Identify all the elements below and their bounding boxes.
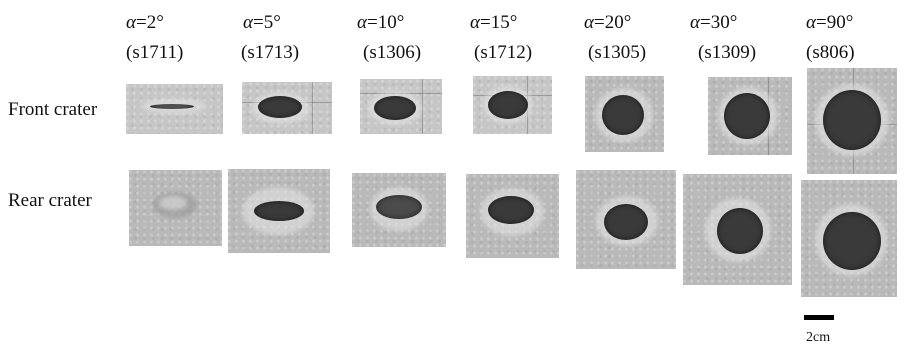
alpha-symbol: α — [243, 12, 253, 33]
equals-sign: = — [699, 12, 711, 33]
sample-code-s1306: (s1306) — [363, 42, 422, 63]
rear-crater-photo-s1309 — [683, 174, 792, 285]
crater-hole — [823, 90, 881, 150]
crater-groove — [150, 104, 194, 109]
front-crater-photo-s1306 — [360, 79, 442, 134]
angle-value: 2 — [146, 12, 157, 33]
sample-code-s1712: (s1712) — [474, 42, 533, 63]
degree-symbol: ° — [509, 12, 518, 33]
row-label-front-crater: Front crater — [8, 99, 98, 120]
equals-sign: = — [479, 12, 491, 33]
equals-sign: = — [135, 12, 147, 33]
degree-symbol: ° — [396, 12, 405, 33]
rear-crater-photo-s1711 — [129, 170, 222, 246]
crater-rim — [159, 196, 187, 210]
crater-hole — [488, 91, 528, 119]
front-crater-photo-s1712 — [473, 76, 552, 134]
crater-hole — [376, 195, 422, 219]
crater-hole — [717, 208, 763, 254]
sample-code-s806: (s806) — [806, 42, 855, 63]
grid-line — [422, 79, 423, 134]
crater-hole — [258, 96, 302, 118]
angle-header-s1711: α=2° — [126, 12, 164, 34]
front-crater-photo-s1711 — [126, 84, 223, 134]
crater-hole — [823, 212, 881, 270]
crater-hole — [724, 93, 770, 139]
angle-value: 10 — [377, 12, 397, 33]
angle-value: 15 — [490, 12, 510, 33]
scale-label: 2cm — [806, 330, 831, 345]
alpha-symbol: α — [470, 12, 480, 33]
angle-header-s1305: α=20° — [584, 12, 631, 34]
degree-symbol: ° — [623, 12, 632, 33]
scale-bar — [804, 315, 834, 320]
front-crater-photo-s1309 — [708, 77, 792, 155]
degree-symbol: ° — [729, 12, 738, 33]
sample-code-s1305: (s1305) — [588, 42, 647, 63]
sample-code-s1711: (s1711) — [126, 42, 184, 63]
equals-sign: = — [252, 12, 264, 33]
rear-crater-photo-s806 — [801, 180, 897, 297]
alpha-symbol: α — [584, 12, 594, 33]
angle-value: 90 — [826, 12, 846, 33]
front-crater-photo-s1305 — [585, 76, 664, 152]
crater-hole — [254, 201, 304, 221]
rear-crater-photo-s1712 — [466, 174, 559, 258]
angle-value: 20 — [604, 12, 624, 33]
alpha-symbol: α — [690, 12, 700, 33]
row-label-rear-crater: Rear crater — [8, 190, 92, 211]
sample-code-s1309: (s1309) — [698, 42, 757, 63]
rear-crater-photo-s1713 — [228, 169, 330, 253]
front-crater-photo-s1713 — [242, 82, 332, 134]
crater-hole — [488, 196, 534, 224]
crater-hole — [374, 96, 416, 120]
angle-value: 5 — [263, 12, 274, 33]
angle-header-s1712: α=15° — [470, 12, 517, 34]
degree-symbol: ° — [273, 12, 281, 33]
rear-crater-photo-s1306 — [352, 173, 446, 247]
angle-header-s806: α=90° — [806, 12, 853, 34]
sample-code-s1713: (s1713) — [241, 42, 300, 63]
front-crater-photo-s806 — [807, 68, 897, 174]
angle-header-s1309: α=30° — [690, 12, 737, 34]
grid-line — [312, 82, 313, 134]
degree-symbol: ° — [845, 12, 854, 33]
equals-sign: = — [593, 12, 605, 33]
equals-sign: = — [815, 12, 827, 33]
alpha-symbol: α — [806, 12, 816, 33]
crater-hole — [604, 204, 648, 240]
crater-hole — [602, 95, 644, 135]
angle-header-s1713: α=5° — [243, 12, 281, 34]
angle-value: 30 — [710, 12, 730, 33]
equals-sign: = — [366, 12, 378, 33]
rear-crater-photo-s1305 — [576, 170, 676, 269]
angle-header-s1306: α=10° — [357, 12, 404, 34]
alpha-symbol: α — [126, 12, 136, 33]
alpha-symbol: α — [357, 12, 367, 33]
degree-symbol: ° — [156, 12, 164, 33]
